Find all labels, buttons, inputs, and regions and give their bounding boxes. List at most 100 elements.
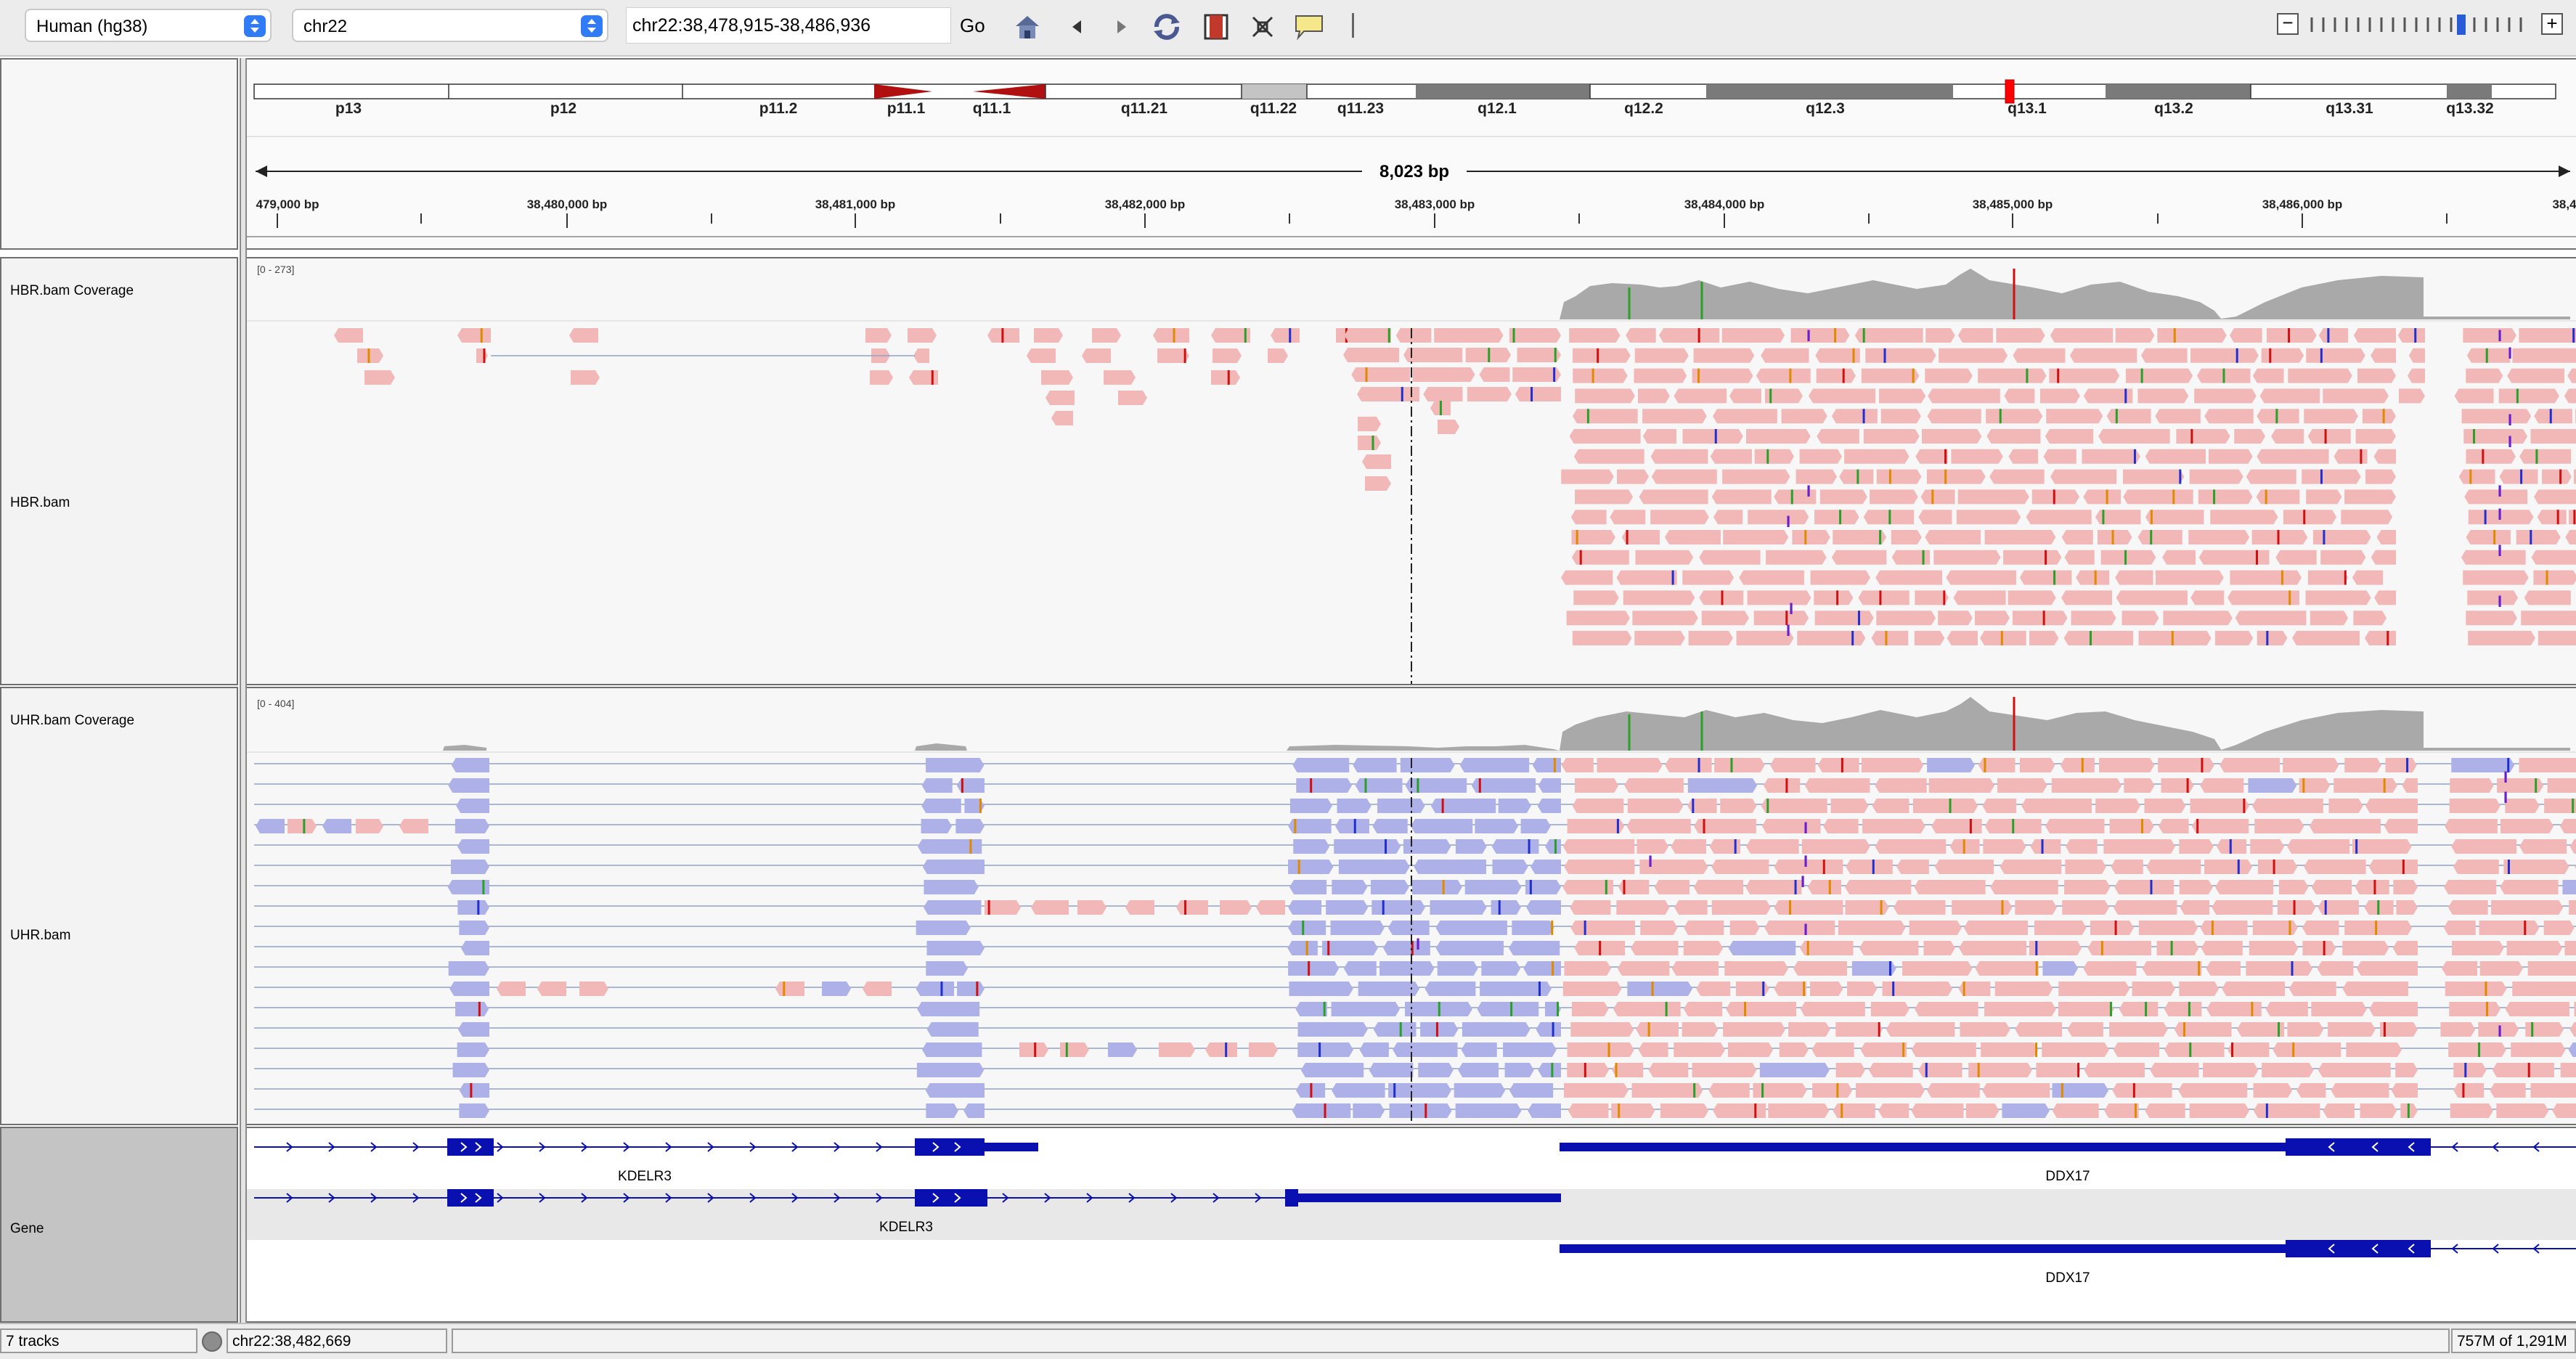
read[interactable] bbox=[1454, 1083, 1505, 1098]
read[interactable] bbox=[909, 370, 938, 385]
read[interactable] bbox=[1805, 778, 1870, 793]
read[interactable] bbox=[2099, 758, 2154, 772]
read[interactable] bbox=[2198, 489, 2253, 504]
read[interactable] bbox=[2393, 880, 2418, 894]
read[interactable] bbox=[2062, 900, 2109, 915]
read[interactable] bbox=[2516, 530, 2561, 544]
read[interactable] bbox=[1493, 860, 1528, 874]
read[interactable] bbox=[2500, 819, 2553, 833]
read[interactable] bbox=[1118, 391, 1147, 405]
read[interactable] bbox=[1512, 921, 1554, 935]
read[interactable] bbox=[1639, 489, 1708, 504]
read[interactable] bbox=[2392, 1083, 2418, 1098]
read[interactable] bbox=[1797, 631, 1865, 645]
read[interactable] bbox=[1927, 470, 1986, 484]
read[interactable] bbox=[1332, 1083, 1385, 1098]
read[interactable] bbox=[924, 880, 978, 894]
read[interactable] bbox=[2252, 530, 2308, 544]
read[interactable] bbox=[1964, 921, 2028, 935]
read[interactable] bbox=[1634, 369, 1687, 383]
read[interactable] bbox=[2155, 409, 2201, 423]
read[interactable] bbox=[452, 758, 489, 772]
read[interactable] bbox=[2343, 982, 2408, 996]
read[interactable] bbox=[921, 799, 961, 813]
read[interactable] bbox=[1792, 530, 1830, 544]
read[interactable] bbox=[1292, 1103, 1351, 1118]
read[interactable] bbox=[1754, 611, 1809, 625]
read[interactable] bbox=[457, 839, 489, 854]
read[interactable] bbox=[2357, 961, 2418, 976]
read[interactable] bbox=[2190, 470, 2243, 484]
read[interactable] bbox=[1570, 921, 1635, 935]
read[interactable] bbox=[2279, 880, 2309, 894]
read[interactable] bbox=[2053, 1103, 2099, 1118]
read[interactable] bbox=[926, 1083, 985, 1098]
read[interactable] bbox=[2499, 388, 2559, 403]
read[interactable] bbox=[1764, 778, 1800, 793]
read[interactable] bbox=[1326, 900, 1368, 915]
read[interactable] bbox=[2109, 1022, 2168, 1037]
read[interactable] bbox=[1401, 758, 1455, 772]
read[interactable] bbox=[2318, 1063, 2391, 1077]
read[interactable] bbox=[2132, 982, 2175, 996]
read[interactable] bbox=[1811, 1042, 1854, 1057]
read[interactable] bbox=[1959, 941, 2026, 955]
read[interactable] bbox=[2365, 631, 2396, 645]
read[interactable] bbox=[2402, 778, 2418, 793]
read[interactable] bbox=[1573, 369, 1627, 383]
read[interactable] bbox=[2157, 328, 2227, 343]
read[interactable] bbox=[579, 982, 608, 996]
uhr-coverage-track-name[interactable]: UHR.bam Coverage bbox=[10, 713, 134, 729]
read[interactable] bbox=[2123, 489, 2193, 504]
read[interactable] bbox=[1931, 819, 1981, 833]
gene-track[interactable]: KDELR3 DDX17 KDELR3 DDX17 bbox=[247, 1128, 2576, 1321]
read[interactable] bbox=[1545, 839, 1561, 854]
read[interactable] bbox=[2468, 631, 2535, 645]
read[interactable] bbox=[2562, 880, 2576, 894]
read[interactable] bbox=[1755, 449, 1794, 464]
read[interactable] bbox=[1431, 799, 1496, 813]
read[interactable] bbox=[1891, 530, 1922, 544]
read[interactable] bbox=[2178, 1083, 2247, 1098]
read[interactable] bbox=[2369, 1002, 2418, 1016]
read[interactable] bbox=[1869, 1063, 1913, 1077]
read[interactable] bbox=[2287, 1022, 2323, 1037]
read[interactable] bbox=[2346, 1042, 2402, 1057]
zoom-slider[interactable] bbox=[2303, 12, 2537, 38]
read[interactable] bbox=[2548, 778, 2576, 793]
read[interactable] bbox=[1712, 489, 1772, 504]
read[interactable] bbox=[2021, 799, 2092, 813]
read[interactable] bbox=[2328, 799, 2363, 813]
read[interactable] bbox=[1928, 409, 1981, 423]
read[interactable] bbox=[2029, 631, 2058, 645]
read[interactable] bbox=[1858, 590, 1909, 605]
read[interactable] bbox=[1760, 1063, 1830, 1077]
read[interactable] bbox=[2530, 1083, 2576, 1098]
read[interactable] bbox=[2052, 778, 2121, 793]
read[interactable] bbox=[1923, 941, 1955, 955]
read[interactable] bbox=[1730, 921, 1760, 935]
read[interactable] bbox=[1947, 631, 1978, 645]
read[interactable] bbox=[2066, 839, 2098, 854]
read[interactable] bbox=[2491, 900, 2563, 915]
read[interactable] bbox=[2354, 328, 2396, 343]
read[interactable] bbox=[1353, 1103, 1385, 1118]
read[interactable] bbox=[2257, 449, 2328, 464]
read[interactable] bbox=[1975, 961, 2038, 976]
read[interactable] bbox=[2098, 530, 2132, 544]
read[interactable] bbox=[2262, 1063, 2313, 1077]
read[interactable] bbox=[2344, 758, 2381, 772]
read[interactable] bbox=[2564, 941, 2576, 955]
read[interactable] bbox=[1362, 454, 1391, 469]
read[interactable] bbox=[1808, 880, 1841, 894]
read[interactable] bbox=[1694, 348, 1755, 363]
read[interactable] bbox=[1610, 510, 1645, 524]
read[interactable] bbox=[1396, 328, 1432, 343]
read[interactable] bbox=[2352, 571, 2383, 585]
read[interactable] bbox=[1423, 387, 1462, 401]
read[interactable] bbox=[1358, 417, 1381, 431]
read[interactable] bbox=[1836, 1063, 1865, 1077]
read[interactable] bbox=[1412, 880, 1462, 894]
read[interactable] bbox=[926, 758, 984, 772]
read[interactable] bbox=[2288, 369, 2352, 383]
